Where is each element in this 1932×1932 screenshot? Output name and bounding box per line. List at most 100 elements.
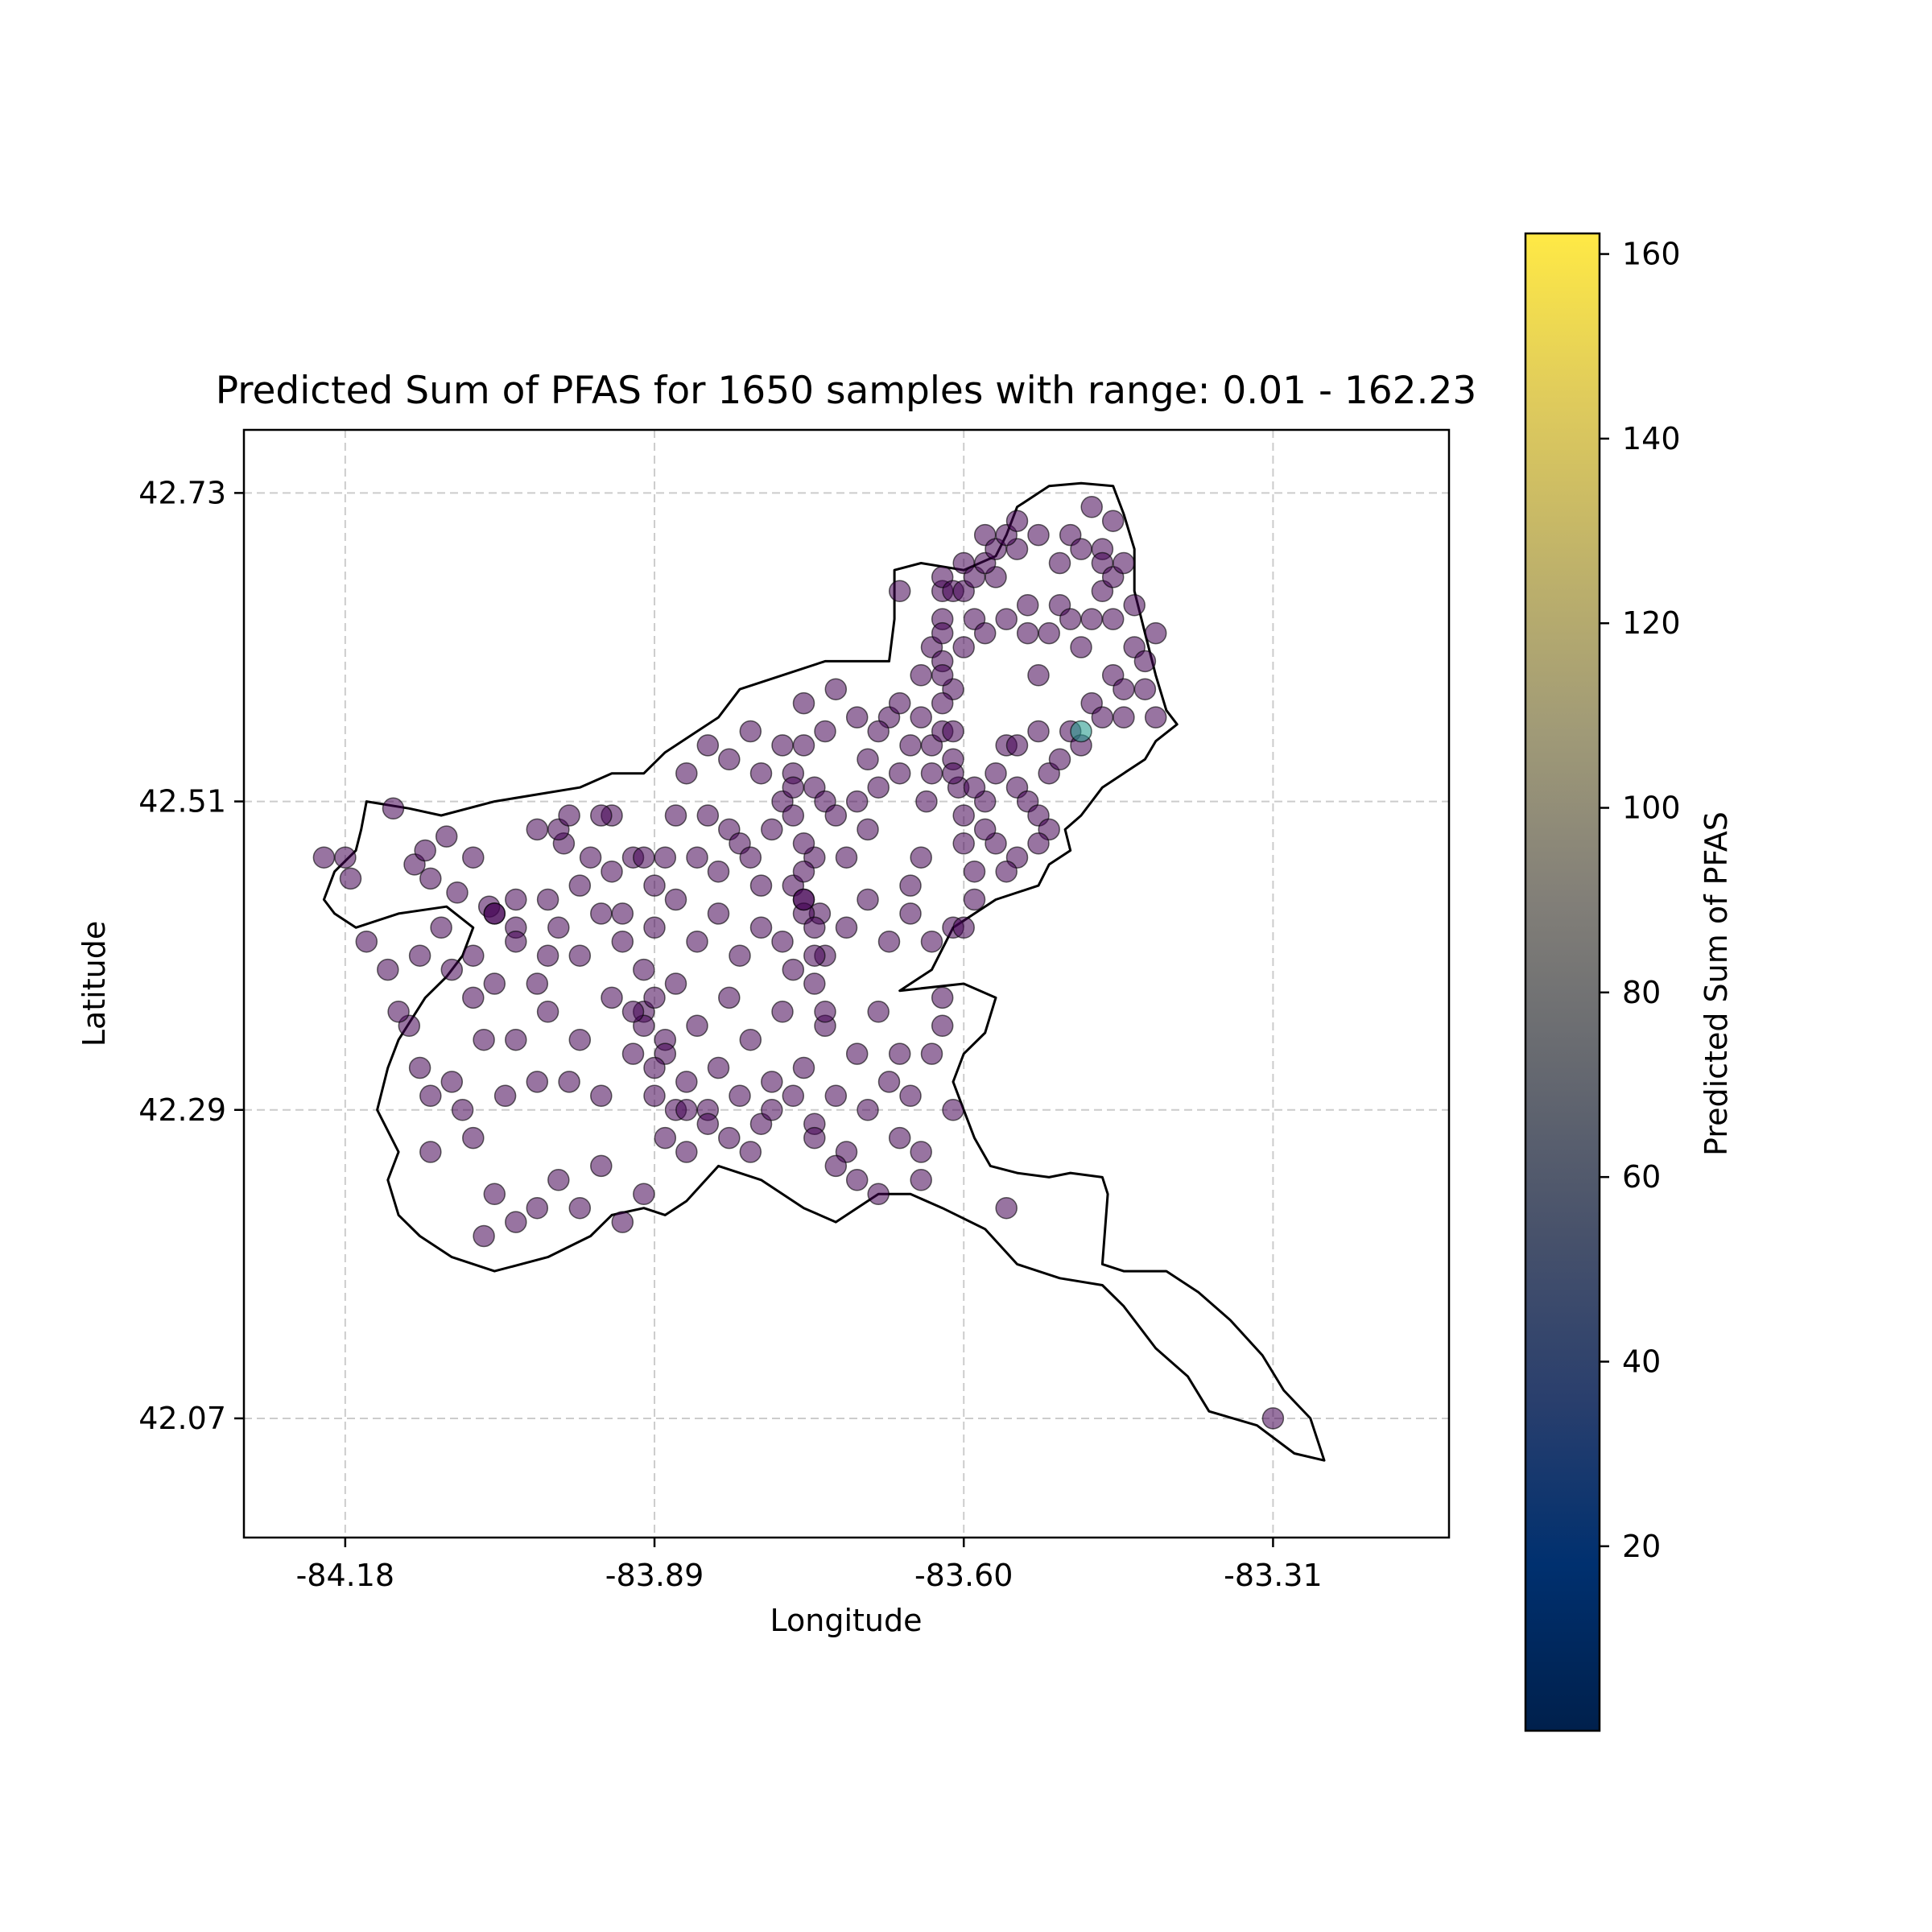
sample-point bbox=[643, 986, 666, 1009]
sample-point bbox=[920, 930, 943, 953]
colorbar-tick-label: 20 bbox=[1622, 1529, 1661, 1564]
sample-point bbox=[686, 846, 708, 869]
sample-point bbox=[1027, 664, 1050, 687]
sample-point bbox=[1144, 706, 1167, 729]
sample-point bbox=[633, 846, 655, 869]
sample-point bbox=[803, 916, 826, 939]
sample-point bbox=[1133, 678, 1157, 700]
sample-point bbox=[931, 621, 954, 645]
sample-point bbox=[952, 804, 975, 827]
sample-point bbox=[355, 930, 378, 953]
sample-point bbox=[824, 678, 848, 700]
sample-point bbox=[696, 1113, 720, 1135]
sample-point bbox=[931, 664, 954, 687]
sample-point bbox=[526, 1196, 549, 1220]
sample-point bbox=[771, 1001, 794, 1023]
sample-point bbox=[1113, 551, 1135, 575]
sample-point bbox=[857, 1099, 879, 1121]
sample-point bbox=[963, 776, 986, 799]
sample-point bbox=[857, 748, 879, 771]
sample-point bbox=[910, 1141, 932, 1163]
sample-point bbox=[835, 846, 858, 869]
sample-point bbox=[558, 804, 580, 827]
sample-point bbox=[579, 846, 602, 869]
sample-point bbox=[462, 846, 485, 869]
colorbar-tick-label: 160 bbox=[1622, 237, 1681, 272]
sample-point bbox=[558, 1071, 580, 1093]
sample-point bbox=[782, 1084, 805, 1108]
sample-point bbox=[1123, 593, 1146, 617]
sample-point bbox=[845, 790, 869, 813]
sample-point bbox=[633, 958, 655, 981]
sample-point bbox=[1144, 621, 1167, 645]
sample-point bbox=[985, 762, 1007, 785]
sample-point bbox=[707, 860, 730, 883]
sample-point bbox=[1133, 650, 1157, 673]
colorbar-tick-label: 120 bbox=[1622, 605, 1681, 641]
sample-point bbox=[408, 944, 431, 967]
sample-point bbox=[931, 691, 954, 715]
sample-point bbox=[1048, 748, 1071, 771]
sample-point bbox=[547, 1169, 570, 1191]
region-boundary bbox=[322, 481, 1326, 1462]
sample-point bbox=[643, 1084, 666, 1108]
sample-point bbox=[536, 888, 559, 911]
sample-point bbox=[749, 916, 773, 939]
sample-point bbox=[782, 776, 805, 799]
sample-point bbox=[771, 930, 794, 953]
sample-point bbox=[899, 1084, 922, 1108]
sample-point bbox=[643, 874, 666, 897]
sample-point bbox=[973, 621, 997, 645]
y-tick-label: 42.73 bbox=[138, 475, 226, 510]
sample-point bbox=[462, 986, 485, 1009]
sample-point bbox=[792, 888, 815, 911]
y-tick-label: 42.07 bbox=[138, 1401, 226, 1436]
sample-point bbox=[952, 832, 975, 855]
sample-point bbox=[1113, 678, 1135, 700]
sample-point bbox=[729, 1084, 751, 1108]
sample-point bbox=[920, 762, 943, 785]
sample-point bbox=[995, 1196, 1018, 1220]
sample-point bbox=[915, 790, 938, 813]
sample-point bbox=[505, 1028, 527, 1051]
sample-point bbox=[920, 1042, 943, 1065]
sample-point bbox=[505, 930, 527, 953]
sample-point bbox=[339, 867, 362, 890]
sample-point bbox=[430, 916, 452, 939]
sample-point bbox=[857, 818, 879, 841]
sample-point bbox=[1048, 551, 1071, 575]
grid-lines bbox=[244, 430, 1449, 1538]
sample-point bbox=[483, 902, 506, 925]
plot-frame bbox=[242, 428, 1451, 1539]
y-tick-label: 42.29 bbox=[138, 1092, 226, 1128]
sample-point bbox=[382, 797, 405, 820]
sample-point bbox=[867, 776, 890, 799]
sample-point bbox=[942, 720, 964, 743]
sample-point bbox=[1070, 538, 1092, 560]
sample-point bbox=[493, 1084, 517, 1108]
sample-point bbox=[435, 825, 458, 848]
sample-point bbox=[910, 664, 932, 687]
x-axis-label: Longitude bbox=[770, 1603, 923, 1638]
sample-point bbox=[611, 902, 634, 925]
sample-point bbox=[942, 1099, 964, 1121]
sample-point bbox=[1059, 608, 1082, 630]
sample-point bbox=[845, 1169, 869, 1191]
sample-point bbox=[664, 804, 687, 827]
sample-point bbox=[547, 916, 570, 939]
sample-point bbox=[440, 1071, 464, 1093]
sample-point bbox=[590, 1154, 613, 1178]
sample-point bbox=[1113, 706, 1135, 729]
sample-point bbox=[867, 1001, 890, 1023]
sample-point bbox=[526, 818, 549, 841]
sample-point bbox=[462, 1126, 485, 1150]
sample-point bbox=[824, 1154, 848, 1178]
sample-point bbox=[888, 1126, 911, 1150]
sample-point bbox=[611, 1211, 634, 1233]
sample-point bbox=[440, 958, 464, 981]
sample-point bbox=[675, 1141, 698, 1163]
colorbar bbox=[1524, 232, 1601, 1732]
sample-point bbox=[803, 944, 826, 967]
sample-point bbox=[451, 1099, 474, 1121]
